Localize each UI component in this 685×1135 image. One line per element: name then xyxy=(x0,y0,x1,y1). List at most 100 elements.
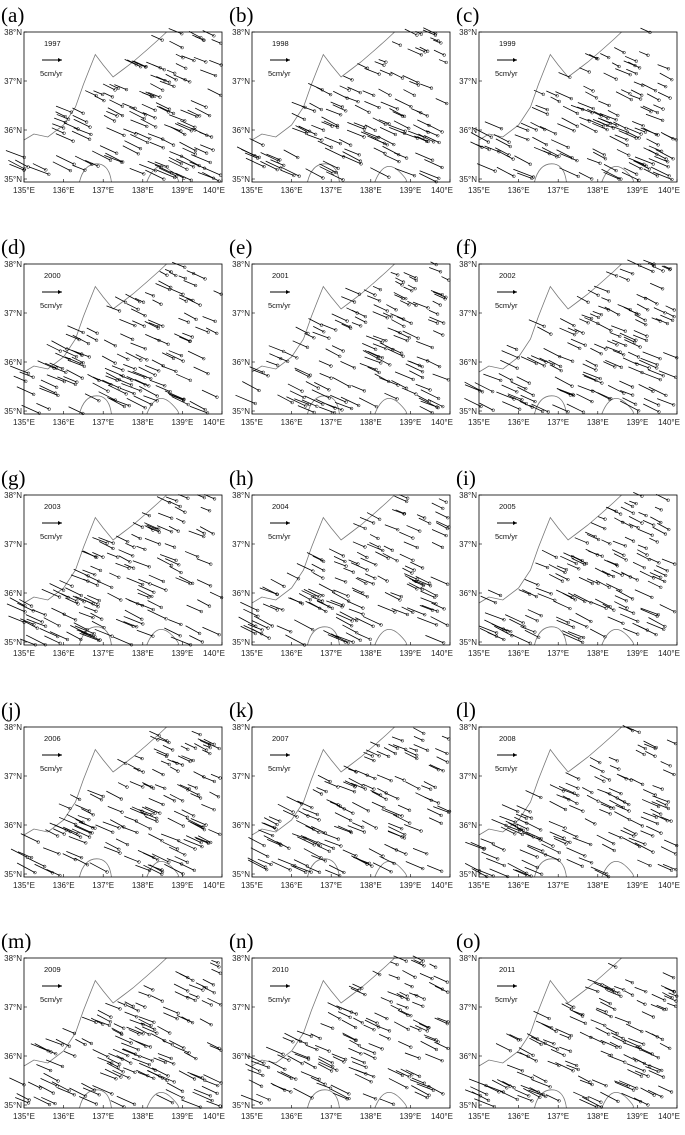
error-ellipse xyxy=(113,344,117,348)
velocity-arrow xyxy=(126,1004,139,1012)
velocity-arrow xyxy=(8,159,25,170)
error-ellipse xyxy=(641,83,645,88)
error-ellipse xyxy=(321,576,325,580)
error-ellipse xyxy=(393,751,398,756)
error-ellipse xyxy=(341,178,345,182)
velocity-arrow xyxy=(615,589,633,600)
velocity-arrow xyxy=(560,318,575,326)
velocity-arrow xyxy=(75,804,90,812)
error-ellipse xyxy=(566,410,570,414)
error-ellipse xyxy=(632,834,636,838)
error-ellipse xyxy=(586,321,590,325)
velocity-arrow xyxy=(364,573,376,579)
velocity-arrow xyxy=(409,1079,430,1088)
velocity-arrow xyxy=(517,1095,533,1102)
velocity-arrow xyxy=(619,400,639,412)
error-ellipse xyxy=(502,848,506,852)
velocity-arrow xyxy=(416,579,431,587)
velocity-arrow xyxy=(314,381,330,391)
error-ellipse xyxy=(510,634,514,638)
error-ellipse xyxy=(216,1083,220,1088)
velocity-arrow xyxy=(39,387,59,396)
error-ellipse xyxy=(324,609,328,614)
velocity-arrow xyxy=(58,816,76,825)
velocity-arrow xyxy=(287,383,303,392)
velocity-arrow xyxy=(595,1009,612,1017)
velocity-arrow xyxy=(137,588,152,597)
velocity-arrow xyxy=(533,1010,550,1019)
velocity-arrow xyxy=(384,524,398,531)
error-ellipse xyxy=(428,388,432,392)
velocity-arrow xyxy=(286,796,302,805)
velocity-arrow xyxy=(425,130,438,137)
error-ellipse xyxy=(56,1079,60,1083)
velocity-arrow xyxy=(263,822,275,828)
error-ellipse xyxy=(530,176,534,180)
error-ellipse xyxy=(445,751,449,756)
velocity-arrow xyxy=(372,862,392,873)
error-ellipse xyxy=(275,592,279,597)
velocity-arrow xyxy=(295,326,309,334)
lat-tick-label: 36°N xyxy=(459,589,477,598)
velocity-arrow xyxy=(115,1035,132,1044)
error-ellipse xyxy=(578,637,582,641)
error-ellipse xyxy=(557,858,561,862)
velocity-arrow xyxy=(74,857,88,866)
error-ellipse xyxy=(211,532,215,536)
error-ellipse xyxy=(135,830,139,835)
error-ellipse xyxy=(388,93,392,97)
error-ellipse xyxy=(482,847,486,851)
velocity-arrow xyxy=(565,1060,577,1066)
velocity-arrow xyxy=(415,575,430,584)
error-ellipse xyxy=(589,842,593,847)
map-frame xyxy=(251,957,451,1109)
error-ellipse xyxy=(603,517,607,521)
error-ellipse xyxy=(47,1102,52,1107)
error-ellipse xyxy=(374,367,378,372)
map-frame xyxy=(478,494,678,646)
error-ellipse xyxy=(116,86,120,91)
error-ellipse xyxy=(646,308,650,312)
error-ellipse xyxy=(32,622,36,627)
error-ellipse xyxy=(520,1069,525,1073)
velocity-arrow xyxy=(126,397,146,409)
velocity-arrow xyxy=(402,330,419,339)
velocity-arrow xyxy=(388,826,405,835)
velocity-arrow xyxy=(431,502,443,509)
velocity-arrow xyxy=(431,602,445,610)
lon-tick-label: 139°E xyxy=(626,881,648,890)
error-ellipse xyxy=(539,614,543,618)
error-ellipse xyxy=(105,541,109,545)
error-ellipse xyxy=(115,114,119,118)
error-ellipse xyxy=(583,854,587,858)
velocity-arrow xyxy=(180,120,196,128)
error-ellipse xyxy=(516,1038,521,1042)
error-ellipse xyxy=(327,604,331,609)
velocity-arrow xyxy=(65,597,79,605)
velocity-arrow xyxy=(73,118,91,128)
velocity-arrow xyxy=(162,745,173,751)
velocity-arrow xyxy=(338,138,351,146)
velocity-arrow xyxy=(519,401,533,408)
error-ellipse xyxy=(445,582,450,586)
velocity-arrow xyxy=(199,526,214,535)
error-ellipse xyxy=(138,536,142,541)
velocity-arrow xyxy=(529,404,543,412)
error-ellipse xyxy=(79,856,84,860)
velocity-arrow xyxy=(567,342,580,349)
velocity-arrow xyxy=(89,793,102,801)
error-ellipse xyxy=(86,579,90,583)
error-ellipse xyxy=(619,835,623,840)
error-ellipse xyxy=(46,1049,50,1053)
error-ellipse xyxy=(363,787,368,791)
error-ellipse xyxy=(410,1073,414,1077)
error-ellipse xyxy=(202,531,206,536)
error-ellipse xyxy=(425,748,430,752)
error-ellipse xyxy=(528,810,532,814)
velocity-arrow xyxy=(92,1085,113,1095)
error-ellipse xyxy=(364,1065,368,1069)
error-ellipse xyxy=(570,384,574,388)
velocity-arrow xyxy=(405,781,420,790)
velocity-arrow xyxy=(588,1096,602,1103)
error-ellipse xyxy=(646,1074,650,1078)
